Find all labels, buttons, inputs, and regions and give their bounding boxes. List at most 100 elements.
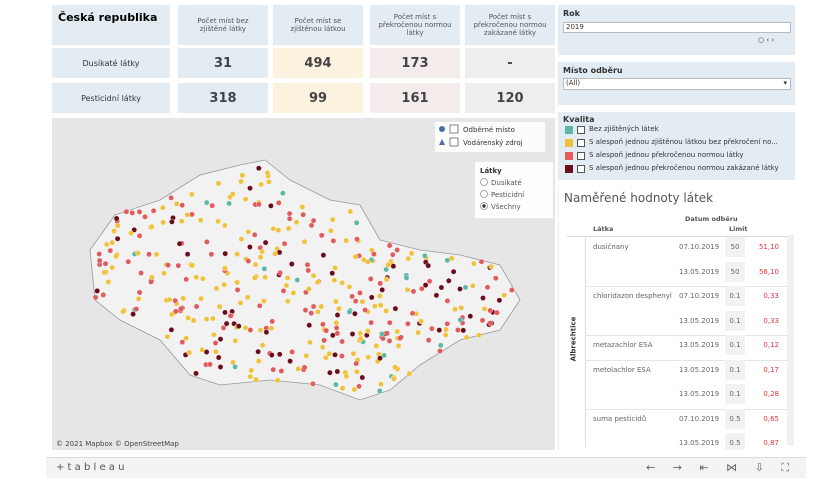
legend-checkbox[interactable] <box>577 126 585 134</box>
sample-point <box>376 388 383 394</box>
sample-point <box>133 306 140 312</box>
sample-point <box>276 200 282 206</box>
quality-legend: Kvalita Bez zjištěných látek S alespoň je… <box>558 112 795 180</box>
row-rule <box>585 286 787 287</box>
date: 07.10.2019 <box>679 292 720 300</box>
sample-point <box>113 253 119 260</box>
sample-point <box>251 232 258 238</box>
sample-point <box>377 293 383 299</box>
slider-controls[interactable]: ○ ‹ › <box>758 36 775 44</box>
sample-point <box>286 215 293 222</box>
sample-point <box>183 276 189 283</box>
sample-point <box>245 258 252 264</box>
sample-point <box>332 352 338 358</box>
sample-point <box>487 307 493 314</box>
sample-point <box>450 268 457 275</box>
sample-point <box>343 237 349 244</box>
sample-point <box>378 381 384 387</box>
legend-checkbox[interactable] <box>577 165 585 173</box>
sample-point <box>168 327 175 333</box>
sample-point <box>114 235 121 242</box>
sample-point <box>222 309 228 316</box>
sample-point <box>354 369 360 375</box>
place-dropdown[interactable]: (All) ▾ <box>563 78 791 90</box>
sample-point <box>149 274 155 281</box>
sample-point <box>307 339 313 346</box>
sample-point <box>442 332 449 338</box>
sample-point <box>276 351 283 358</box>
sample-point <box>501 292 507 298</box>
sample-point <box>189 262 196 269</box>
sample-point <box>222 265 228 272</box>
sample-point <box>256 165 262 171</box>
filter-title: Místo odběru <box>563 66 623 75</box>
logo[interactable]: + t a b l e a u <box>56 462 125 473</box>
sample-point <box>222 250 228 257</box>
sample-point <box>109 239 116 246</box>
substance: chloridazon desphenyl <box>593 292 672 300</box>
sample-point <box>308 310 314 316</box>
sample-point <box>332 265 338 271</box>
year-value[interactable]: 2019 <box>563 22 791 33</box>
sample-point <box>444 257 451 264</box>
sample-point <box>372 303 378 309</box>
sample-point <box>142 214 148 220</box>
sample-point <box>481 306 488 312</box>
legend-checkbox[interactable] <box>577 139 585 147</box>
sample-point <box>462 284 469 291</box>
sample-point <box>266 179 272 185</box>
value: 0,33 <box>763 316 779 325</box>
sample-point <box>301 238 308 245</box>
sample-point <box>234 251 240 257</box>
legend-label: S alespoň jednou překročenou normou zaká… <box>589 164 779 172</box>
sample-point <box>496 297 503 304</box>
sample-point <box>365 354 371 360</box>
value: 51,10 <box>758 243 779 251</box>
place-value: (All) <box>566 79 581 87</box>
sample-point <box>303 353 310 359</box>
value: 0,33 <box>763 292 779 300</box>
sample-point <box>339 353 345 359</box>
legend-checkbox[interactable] <box>577 152 585 160</box>
sample-point <box>314 279 321 285</box>
column-header: Limit <box>729 225 748 233</box>
sample-point <box>409 310 416 317</box>
sample-point <box>262 239 269 246</box>
sample-point <box>392 364 398 370</box>
sample-point <box>161 270 167 277</box>
sample-point <box>92 294 99 301</box>
toolbar-buttons[interactable]: ← → ⇤ ⋈ ⇩ ⛶ <box>646 461 790 474</box>
scrollbar[interactable] <box>787 235 794 445</box>
sample-point <box>452 306 458 313</box>
sample-point <box>339 280 345 286</box>
sample-point <box>215 180 222 187</box>
sample-point <box>217 336 224 342</box>
sample-point <box>395 343 402 349</box>
sample-point <box>184 212 191 218</box>
measurements: Naměřené hodnoty látek Látka Datum odběru… <box>558 185 795 450</box>
sample-point <box>227 313 234 319</box>
sample-point <box>352 253 359 260</box>
sample-point <box>310 217 317 224</box>
sample-point <box>255 348 261 355</box>
date: 13.05.2019 <box>679 267 720 276</box>
sample-point <box>189 191 195 198</box>
sample-point <box>211 331 217 338</box>
sample-point <box>226 200 232 207</box>
sample-point <box>197 217 204 223</box>
sample-point <box>330 238 337 244</box>
sample-point <box>470 283 476 289</box>
sample-point <box>354 236 360 242</box>
sample-point <box>433 292 440 299</box>
sample-point <box>176 240 183 247</box>
sample-point <box>96 251 102 257</box>
sample-point <box>437 342 444 349</box>
sample-point <box>164 333 171 340</box>
sample-point <box>238 178 244 185</box>
sample-point <box>357 290 363 296</box>
sample-point <box>120 308 126 315</box>
sample-point <box>300 211 306 218</box>
limit: 0.1 <box>725 359 745 380</box>
sample-point <box>394 328 401 335</box>
filter-title: Látky <box>480 167 502 175</box>
